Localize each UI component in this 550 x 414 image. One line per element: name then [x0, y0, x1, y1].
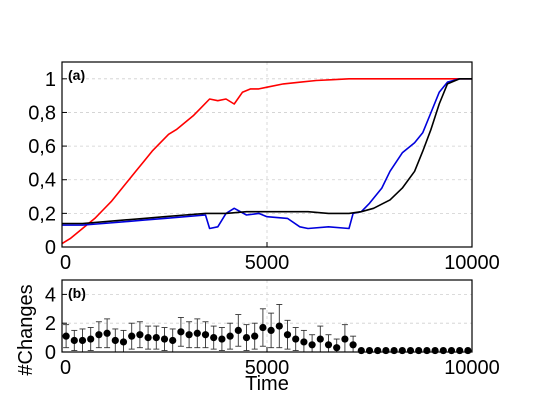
y-tick-label: 0,8 — [28, 102, 56, 124]
x-tick-label: 5000 — [245, 252, 290, 274]
plot-frame-a — [61, 61, 473, 248]
data-point — [70, 336, 78, 345]
data-point — [357, 346, 365, 355]
x-tick-label: 0 — [60, 252, 71, 274]
y-tick-label: 2 — [45, 313, 56, 335]
data-point — [464, 346, 472, 355]
data-point — [283, 331, 292, 339]
x-tick-label: 10000 — [444, 252, 500, 274]
data-point — [210, 334, 218, 342]
data-point — [365, 346, 374, 355]
grid-a — [61, 62, 473, 248]
data-point — [341, 335, 349, 343]
data-point — [324, 341, 333, 349]
data-point — [259, 323, 267, 332]
data-point — [423, 346, 431, 355]
data-point — [169, 336, 177, 345]
data-point — [374, 346, 382, 355]
data-point — [95, 331, 103, 339]
y-ticks-a: 0 0,2 0,4 0,6 0,8 1 — [28, 69, 67, 259]
x-tick-label: 0 — [60, 357, 71, 379]
data-point — [406, 346, 415, 355]
plot-frame-b — [61, 279, 473, 353]
y-tick-label: 0,2 — [28, 203, 56, 225]
data-point — [111, 336, 119, 345]
data-point — [398, 346, 406, 355]
data-point — [177, 328, 185, 336]
x-tick-label: 10000 — [444, 357, 500, 379]
x-ticks-a: 0 5000 10000 — [60, 242, 500, 274]
y-tick-label: 0,6 — [28, 136, 56, 158]
panel-label-b: (b) — [68, 285, 86, 301]
series-line-1 — [62, 78, 472, 230]
y-tick-label: 4 — [45, 284, 56, 306]
data-point — [390, 346, 398, 355]
y-tick-label: 0 — [45, 342, 56, 364]
data-point — [447, 346, 456, 355]
data-point — [456, 346, 464, 355]
data-point — [201, 331, 210, 339]
x-axis-title: Time — [245, 373, 289, 395]
y-tick-label: 0 — [45, 237, 56, 259]
y-axis-title-b: #Changes — [15, 284, 37, 375]
data-point — [415, 346, 423, 355]
series-line-0 — [61, 78, 472, 245]
data-point — [128, 332, 136, 340]
data-point — [242, 334, 251, 342]
data-point — [226, 332, 234, 340]
data-point — [185, 331, 193, 339]
series-line-2 — [62, 78, 472, 225]
data-point — [160, 335, 169, 343]
data-point — [316, 335, 324, 343]
x-ticks-b: 0 5000 10000 — [60, 347, 500, 379]
panel-b: 024 0 5000 10000 (b) #Changes Time — [15, 279, 500, 395]
data-point — [431, 346, 439, 355]
data-point — [152, 334, 160, 342]
data-point — [78, 336, 87, 345]
data-point — [349, 341, 357, 349]
data-point — [333, 344, 341, 352]
y-tick-label: 0,4 — [28, 170, 56, 192]
data-point — [103, 329, 111, 337]
data-point — [144, 334, 152, 342]
data-point — [218, 335, 226, 343]
data-point — [275, 322, 283, 330]
data-point — [62, 332, 70, 340]
panel-a: 0 0,2 0,4 0,6 0,8 1 0 5000 10000 (a) — [28, 61, 500, 274]
data-point — [193, 329, 201, 337]
data-point — [136, 331, 144, 339]
data-point — [267, 326, 275, 334]
data-point — [119, 338, 128, 346]
data-point — [87, 335, 95, 343]
data-point — [292, 335, 300, 343]
data-point — [251, 332, 259, 340]
panel-label-a: (a) — [68, 67, 85, 83]
series-lines-a — [61, 78, 472, 245]
x-tick-label: 5000 — [245, 357, 290, 379]
data-point — [439, 346, 447, 355]
y-tick-label: 1 — [45, 69, 56, 91]
data-point — [382, 346, 390, 355]
data-point — [300, 338, 308, 346]
data-point — [234, 326, 242, 334]
data-point — [308, 341, 316, 349]
